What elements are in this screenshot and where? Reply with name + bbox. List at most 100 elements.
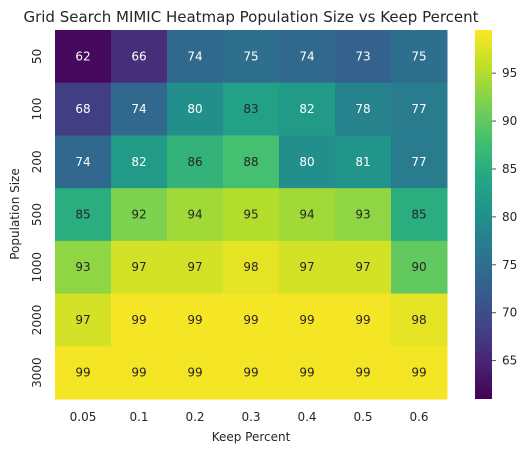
x-tick-label: 0.5 [353, 410, 372, 424]
y-tick-label: 500 [30, 203, 44, 226]
cell-value-label: 99 [187, 366, 202, 380]
heatmap-cell [111, 135, 168, 189]
cell-value-label: 97 [131, 260, 146, 274]
x-tick-label: 0.1 [129, 410, 148, 424]
colorbar-tick-label: 65 [502, 354, 517, 368]
heatmap-cell [335, 346, 392, 400]
y-tick-label: 50 [30, 49, 44, 64]
cell-value-label: 80 [299, 155, 314, 169]
x-tick-label: 0.2 [185, 410, 204, 424]
heatmap-cell [279, 188, 336, 242]
y-tick-labels: 50 100 200 500 1000 2000 3000 [30, 49, 44, 388]
cell-value-label: 94 [299, 208, 314, 222]
colorbar-tick-label: 70 [502, 306, 517, 320]
cell-value-label: 78 [355, 102, 370, 116]
x-axis-label: Keep Percent [212, 430, 291, 444]
y-tick-label: 1000 [30, 252, 44, 283]
cell-value-label: 95 [243, 208, 258, 222]
cell-value-label: 99 [75, 366, 90, 380]
cell-value-label: 93 [355, 208, 370, 222]
heatmap-cell [279, 30, 336, 84]
cell-value-label: 99 [243, 313, 258, 327]
heatmap-cell [55, 30, 112, 84]
cell-value-label: 97 [187, 260, 202, 274]
cell-value-label: 99 [299, 366, 314, 380]
cell-value-label: 81 [355, 155, 370, 169]
heatmap-cell [167, 188, 224, 242]
cell-value-label: 68 [75, 102, 90, 116]
heatmap-cell [335, 293, 392, 347]
y-tick-label: 200 [30, 150, 44, 173]
heatmap-cell [223, 293, 280, 347]
cell-value-label: 85 [411, 208, 426, 222]
cell-value-label: 83 [243, 102, 258, 116]
x-tick-label: 0.05 [70, 410, 97, 424]
heatmap-cell [55, 135, 112, 189]
heatmap-cell [335, 82, 392, 136]
colorbar-tick-label: 95 [502, 66, 517, 80]
cell-value-label: 82 [131, 155, 146, 169]
cell-value-label: 98 [411, 313, 426, 327]
heatmap-cell [167, 346, 224, 400]
heatmap-cell [111, 293, 168, 347]
heatmap-cell [223, 82, 280, 136]
heatmap-cell [111, 82, 168, 136]
heatmap-cell [391, 135, 448, 189]
heatmap-cell [223, 240, 280, 295]
cell-value-label: 99 [411, 366, 426, 380]
cell-value-label: 99 [187, 313, 202, 327]
heatmap-cell [279, 293, 336, 347]
heatmap-cell [111, 30, 168, 84]
cell-value-label: 92 [131, 208, 146, 222]
colorbar-tick-label: 80 [502, 210, 517, 224]
cell-value-label: 99 [355, 313, 370, 327]
x-tick-label: 0.3 [241, 410, 260, 424]
cell-value-label: 62 [75, 49, 90, 63]
cell-value-label: 73 [355, 49, 370, 63]
cell-value-label: 99 [131, 366, 146, 380]
heatmap-cell [279, 346, 336, 400]
cell-value-label: 86 [187, 155, 202, 169]
chart-title: Grid Search MIMIC Heatmap Population Siz… [23, 8, 478, 26]
heatmap-cell [223, 135, 280, 189]
heatmap-cell [391, 240, 448, 295]
cell-value-label: 99 [243, 366, 258, 380]
heatmap-cell [335, 240, 392, 295]
cell-value-label: 88 [243, 155, 258, 169]
heatmap-cell [391, 82, 448, 136]
heatmap-cell [167, 293, 224, 347]
cell-value-label: 99 [299, 313, 314, 327]
heatmap-cell [335, 135, 392, 189]
x-tick-label: 0.4 [297, 410, 316, 424]
heatmap-cell [167, 135, 224, 189]
cell-value-label: 99 [355, 366, 370, 380]
cell-value-label: 74 [131, 102, 146, 116]
heatmap-cell [279, 135, 336, 189]
heatmap-cell [391, 293, 448, 347]
cell-value-label: 99 [131, 313, 146, 327]
cell-value-label: 93 [75, 260, 90, 274]
cell-value-label: 74 [187, 49, 202, 63]
cell-value-label: 97 [355, 260, 370, 274]
heatmap-cell [111, 240, 168, 295]
heatmap-cell [223, 188, 280, 242]
heatmap-cell [111, 188, 168, 242]
cell-value-label: 97 [75, 313, 90, 327]
y-tick-label: 2000 [30, 305, 44, 336]
cell-value-label: 77 [411, 155, 426, 169]
heatmap-cell [279, 82, 336, 136]
x-tick-label: 0.6 [409, 410, 428, 424]
colorbar-tick-label: 90 [502, 114, 517, 128]
heatmap-cell [391, 346, 448, 400]
cell-value-label: 90 [411, 260, 426, 274]
heatmap-cell [111, 346, 168, 400]
cell-value-label: 66 [131, 49, 146, 63]
colorbar [475, 30, 492, 399]
heatmap-cell [391, 30, 448, 84]
heatmap-cell [55, 82, 112, 136]
heatmap-cell [279, 240, 336, 295]
heatmap-cell [55, 293, 112, 347]
cell-value-label: 74 [299, 49, 314, 63]
heatmap-cell [223, 30, 280, 84]
